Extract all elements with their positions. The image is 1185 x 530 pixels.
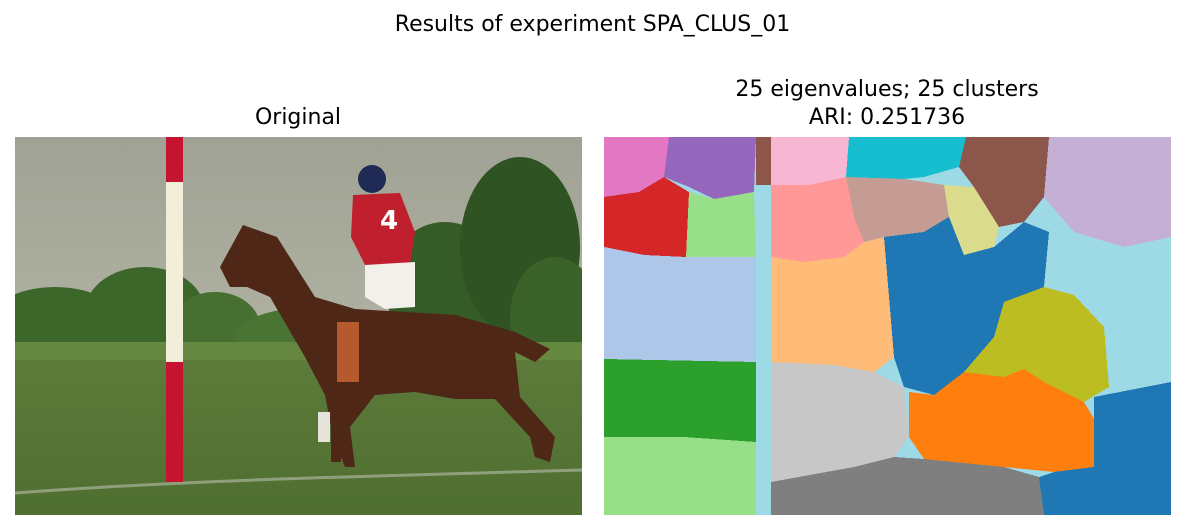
panel-title-line: Original: [254, 105, 342, 130]
panel-title-segmentation: 25 eigenvalues; 25 clusters ARI: 0.25173…: [603, 76, 1171, 132]
segment: [1044, 137, 1171, 247]
svg-text:4: 4: [380, 206, 398, 236]
segment: [771, 237, 894, 372]
segment: [604, 359, 756, 442]
segment: [959, 137, 1049, 227]
segment: [686, 192, 756, 257]
segment: [771, 137, 849, 185]
segment: [771, 362, 909, 482]
segment: [1039, 382, 1171, 515]
segment: [846, 177, 949, 242]
figure-title: Results of experiment SPA_CLUS_01: [394, 12, 791, 37]
segment: [664, 137, 756, 199]
segment: [756, 185, 771, 515]
segment: [604, 137, 669, 197]
original-image: 4: [15, 137, 582, 515]
panel-title-line: 25 eigenvalues; 25 clusters: [735, 77, 1039, 102]
segmentation-map: [604, 137, 1171, 515]
segment: [846, 137, 966, 179]
horse: [220, 225, 555, 467]
segment: [604, 247, 756, 362]
segment: [909, 369, 1096, 472]
segment: [604, 177, 689, 257]
segment: [964, 287, 1109, 402]
segment: [771, 457, 1044, 515]
polo-pole: [166, 137, 183, 482]
segment: [944, 185, 999, 255]
panel-title-original: Original: [14, 104, 582, 132]
rider: 4: [337, 165, 415, 382]
segment: [884, 217, 1049, 395]
panel-title-line: ARI: 0.251736: [808, 105, 966, 130]
segment: [756, 137, 771, 185]
segment: [604, 437, 756, 515]
segment: [771, 177, 864, 262]
